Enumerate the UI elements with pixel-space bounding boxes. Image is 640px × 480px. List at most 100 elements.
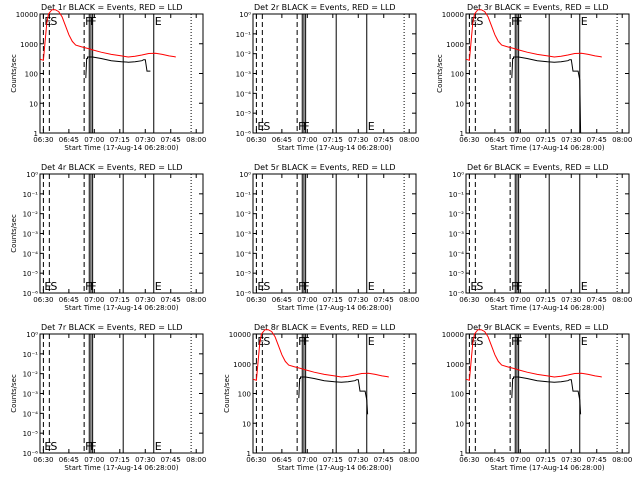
event-marker-label: E (470, 335, 477, 348)
x-tick-label: 07:45 (374, 456, 394, 464)
x-tick-label: 07:00 (84, 296, 104, 304)
x-tick-label: 06:30 (459, 296, 479, 304)
event-marker-label: F (511, 280, 517, 293)
x-tick-label: 07:30 (135, 136, 155, 144)
panel-title: Det 4r BLACK = Events, RED = LLD (41, 163, 183, 172)
event-marker-label: E (44, 440, 51, 453)
y-tick-label: 100 (451, 71, 464, 79)
x-tick-label: 06:45 (272, 296, 292, 304)
y-axis-label: Counts/sec (436, 54, 444, 93)
y-tick-label: 100 (238, 391, 251, 399)
x-axis-label: Start Time (17-Aug-14 06:28:00) (490, 464, 604, 472)
event-marker-label: E (44, 15, 51, 28)
y-tick-label: 10⁻⁶ (23, 290, 39, 298)
event-marker-label: S (263, 335, 270, 348)
event-marker-label: F (298, 120, 304, 133)
plot-frame (465, 13, 630, 134)
x-tick-label: 06:30 (33, 136, 53, 144)
y-tick-label: 10⁻¹ (449, 191, 465, 199)
y-tick-label: 10⁻³ (449, 231, 465, 239)
x-tick-label: 06:45 (59, 296, 79, 304)
event-marker-label: F (90, 15, 96, 28)
event-marker-label: F (516, 335, 522, 348)
x-tick-label: 06:45 (59, 456, 79, 464)
x-tick-label: 08:00 (612, 456, 632, 464)
x-tick-label: 06:30 (33, 456, 53, 464)
y-axis-label: Counts/sec (10, 54, 18, 93)
y-tick-label: 10⁻⁶ (236, 290, 252, 298)
series-line-events (85, 56, 151, 79)
y-tick-label: 100 (451, 391, 464, 399)
event-marker-label: F (85, 280, 91, 293)
panel-title: Det 7r BLACK = Events, RED = LLD (41, 323, 183, 332)
x-tick-label: 06:30 (246, 456, 266, 464)
event-marker-label: F (303, 120, 309, 133)
series-line-lld (465, 329, 602, 381)
x-tick-label: 07:30 (561, 296, 581, 304)
y-tick-label: 10⁻⁶ (449, 290, 465, 298)
panel-title: Det 6r BLACK = Events, RED = LLD (467, 163, 609, 172)
x-axis-label: Start Time (17-Aug-14 06:28:00) (277, 304, 391, 312)
y-tick-label: 10⁻¹ (236, 191, 252, 199)
event-marker-label: E (581, 280, 588, 293)
plot-frame (465, 173, 630, 294)
y-tick-label: 10⁻⁴ (23, 410, 39, 418)
y-tick-label: 1000 (233, 361, 251, 369)
y-tick-label: 10⁻² (449, 211, 465, 219)
y-tick-label: 1 (460, 450, 464, 458)
plot-frame (39, 333, 204, 454)
x-tick-label: 07:30 (135, 296, 155, 304)
event-marker-label: F (298, 335, 304, 348)
x-tick-label: 07:15 (110, 296, 130, 304)
x-tick-label: 07:00 (510, 136, 530, 144)
panel-title: Det 2r BLACK = Events, RED = LLD (254, 3, 396, 12)
event-marker-label: E (368, 280, 375, 293)
event-marker-label: S (476, 15, 483, 28)
series-line-lld (465, 9, 602, 61)
x-tick-label: 07:30 (348, 456, 368, 464)
series-line-lld (252, 329, 389, 381)
y-tick-label: 1 (460, 130, 464, 138)
event-marker-label: F (516, 280, 522, 293)
event-marker-label: E (470, 15, 477, 28)
x-tick-label: 07:15 (323, 136, 343, 144)
event-marker-label: E (257, 280, 264, 293)
x-tick-label: 06:30 (33, 296, 53, 304)
x-tick-label: 08:00 (612, 296, 632, 304)
y-tick-label: 10⁻² (23, 371, 39, 379)
y-tick-label: 1000 (20, 41, 38, 49)
event-marker-label: E (44, 280, 51, 293)
x-axis-label: Start Time (17-Aug-14 06:28:00) (277, 144, 391, 152)
x-axis-label: Start Time (17-Aug-14 06:28:00) (64, 304, 178, 312)
event-marker-label: E (581, 15, 588, 28)
plot-frame (252, 333, 417, 454)
x-tick-label: 08:00 (399, 296, 419, 304)
x-tick-label: 07:30 (561, 136, 581, 144)
event-marker-label: F (90, 440, 96, 453)
x-tick-label: 07:15 (536, 296, 556, 304)
y-tick-label: 10⁻⁵ (236, 270, 252, 278)
x-tick-label: 06:45 (485, 296, 505, 304)
x-tick-label: 07:30 (561, 456, 581, 464)
x-axis-label: Start Time (17-Aug-14 06:28:00) (490, 304, 604, 312)
panel-title: Det 3r BLACK = Events, RED = LLD (467, 3, 609, 12)
y-tick-label: 10⁰ (26, 171, 38, 179)
x-axis-label: Start Time (17-Aug-14 06:28:00) (277, 464, 391, 472)
y-tick-label: 10⁻³ (23, 391, 39, 399)
x-tick-label: 08:00 (186, 296, 206, 304)
event-marker-label: F (85, 440, 91, 453)
x-tick-label: 07:15 (323, 296, 343, 304)
x-tick-label: 08:00 (186, 456, 206, 464)
y-tick-label: 10⁰ (239, 171, 251, 179)
x-axis-label: Start Time (17-Aug-14 06:28:00) (490, 144, 604, 152)
y-tick-label: 10000 (442, 331, 464, 339)
series-line-events (511, 376, 582, 415)
event-marker-label: F (303, 280, 309, 293)
y-tick-label: 1 (247, 450, 251, 458)
x-tick-label: 07:00 (84, 136, 104, 144)
x-tick-label: 07:15 (323, 456, 343, 464)
x-tick-label: 07:30 (135, 456, 155, 464)
